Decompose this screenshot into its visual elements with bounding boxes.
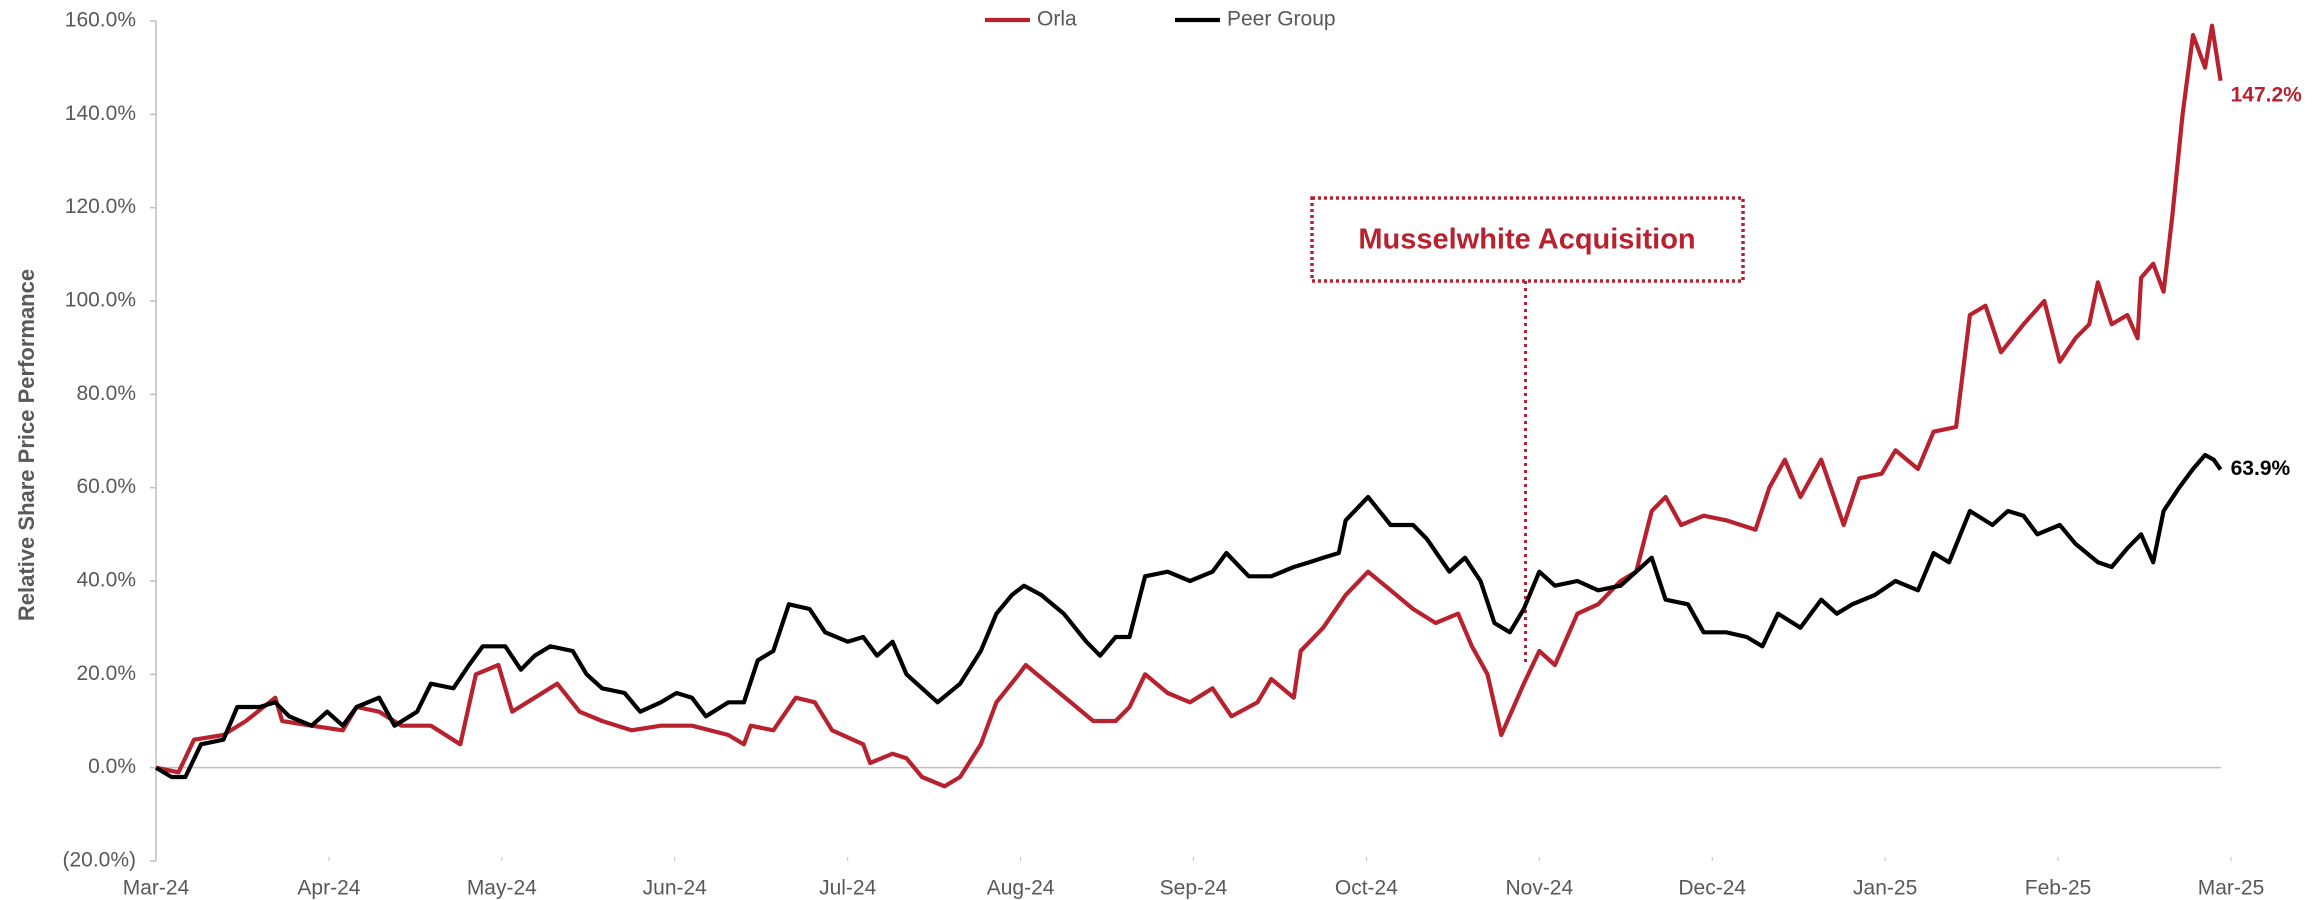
legend-label: Peer Group <box>1227 8 1336 31</box>
x-tick-label: Mar-25 <box>2198 877 2265 900</box>
y-tick-label: 0.0% <box>88 755 136 778</box>
x-tick-label: Jan-25 <box>1853 877 1917 900</box>
y-axis-title: Relative Share Price Performance <box>14 269 39 621</box>
x-tick-label: Feb-25 <box>2025 877 2092 900</box>
y-tick-label: (20.0%) <box>62 849 136 872</box>
annotation-text: Musselwhite Acquisition <box>1358 224 1695 256</box>
y-tick-label: 80.0% <box>76 382 136 405</box>
x-tick-label: Jun-24 <box>643 877 708 900</box>
x-tick-label: Mar-24 <box>123 877 190 900</box>
series-line <box>154 452 2223 780</box>
end-label: 147.2% <box>2231 83 2303 106</box>
x-tick-label: Apr-24 <box>297 877 360 900</box>
legend-label: Orla <box>1037 8 1077 31</box>
y-tick-label: 60.0% <box>76 475 136 498</box>
y-tick-label: 100.0% <box>65 289 136 312</box>
end-label: 63.9% <box>2231 457 2291 480</box>
x-tick-label: Nov-24 <box>1505 877 1573 900</box>
x-tick-label: Aug-24 <box>987 877 1055 900</box>
y-tick-label: 140.0% <box>65 102 136 125</box>
annotation-box <box>1310 196 1745 283</box>
series-line <box>155 23 2223 789</box>
x-tick-label: Jul-24 <box>819 877 877 900</box>
y-tick-label: 40.0% <box>76 569 136 592</box>
y-tick-label: 120.0% <box>65 195 136 218</box>
x-tick-label: Sep-24 <box>1160 877 1228 900</box>
y-tick-label: 160.0% <box>65 9 136 32</box>
x-tick-label: Oct-24 <box>1335 877 1398 900</box>
x-tick-label: May-24 <box>467 877 537 900</box>
x-tick-label: Dec-24 <box>1678 877 1746 900</box>
y-tick-label: 20.0% <box>76 662 136 685</box>
